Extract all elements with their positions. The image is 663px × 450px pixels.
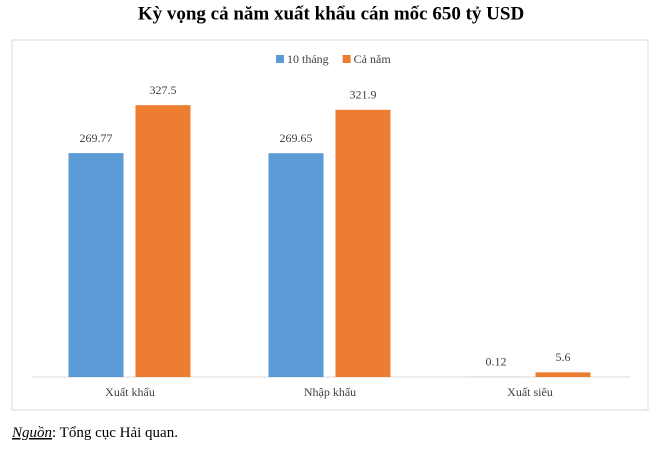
x-tick-label: Xuất khẩu — [105, 385, 155, 399]
bar — [135, 105, 191, 378]
data-label: 327.5 — [150, 83, 177, 97]
bar — [268, 153, 324, 377]
source-label: Nguồn — [11, 425, 52, 441]
x-tick-label: Nhập khẩu — [304, 385, 356, 399]
bar — [68, 153, 124, 377]
data-label: 321.9 — [350, 88, 377, 102]
chart-frame — [11, 39, 649, 411]
data-label: 5.6 — [556, 350, 571, 364]
legend-label: Cả năm — [354, 52, 392, 66]
source-text: : Tổng cục Hải quan. — [52, 425, 178, 441]
legend-label: 10 tháng — [287, 52, 329, 66]
data-label: 269.65 — [280, 131, 313, 145]
x-tick-label: Xuất siêu — [507, 385, 553, 399]
bar — [335, 109, 391, 377]
data-label: 0.12 — [486, 355, 507, 369]
chart-title: Kỳ vọng cả năm xuất khẩu cán mốc 650 tỷ … — [138, 3, 524, 24]
legend-swatch — [276, 55, 284, 63]
data-label: 269.77 — [80, 131, 113, 145]
legend-swatch — [342, 55, 351, 63]
source: Nguồn: Tổng cục Hải quan. — [11, 425, 178, 441]
bar — [535, 372, 591, 377]
